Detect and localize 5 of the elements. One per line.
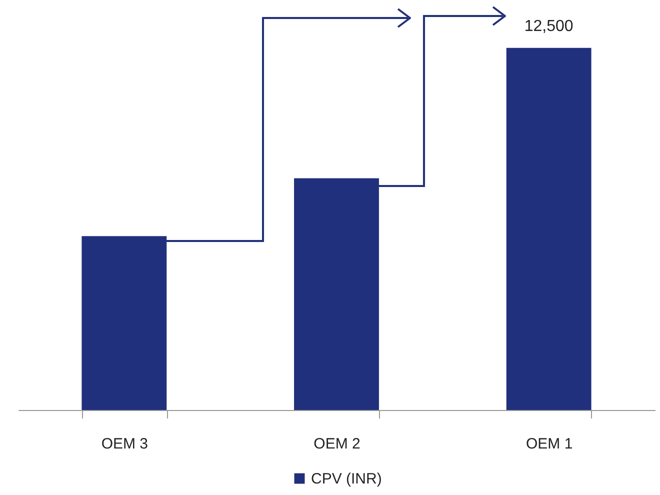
- x-tick-label: OEM 2: [314, 436, 360, 452]
- x-tick-label: OEM 1: [526, 436, 573, 452]
- data-label: 12,500: [524, 18, 574, 35]
- legend-label: CPV (INR): [311, 470, 382, 488]
- x-tick-label: OEM 3: [101, 436, 148, 452]
